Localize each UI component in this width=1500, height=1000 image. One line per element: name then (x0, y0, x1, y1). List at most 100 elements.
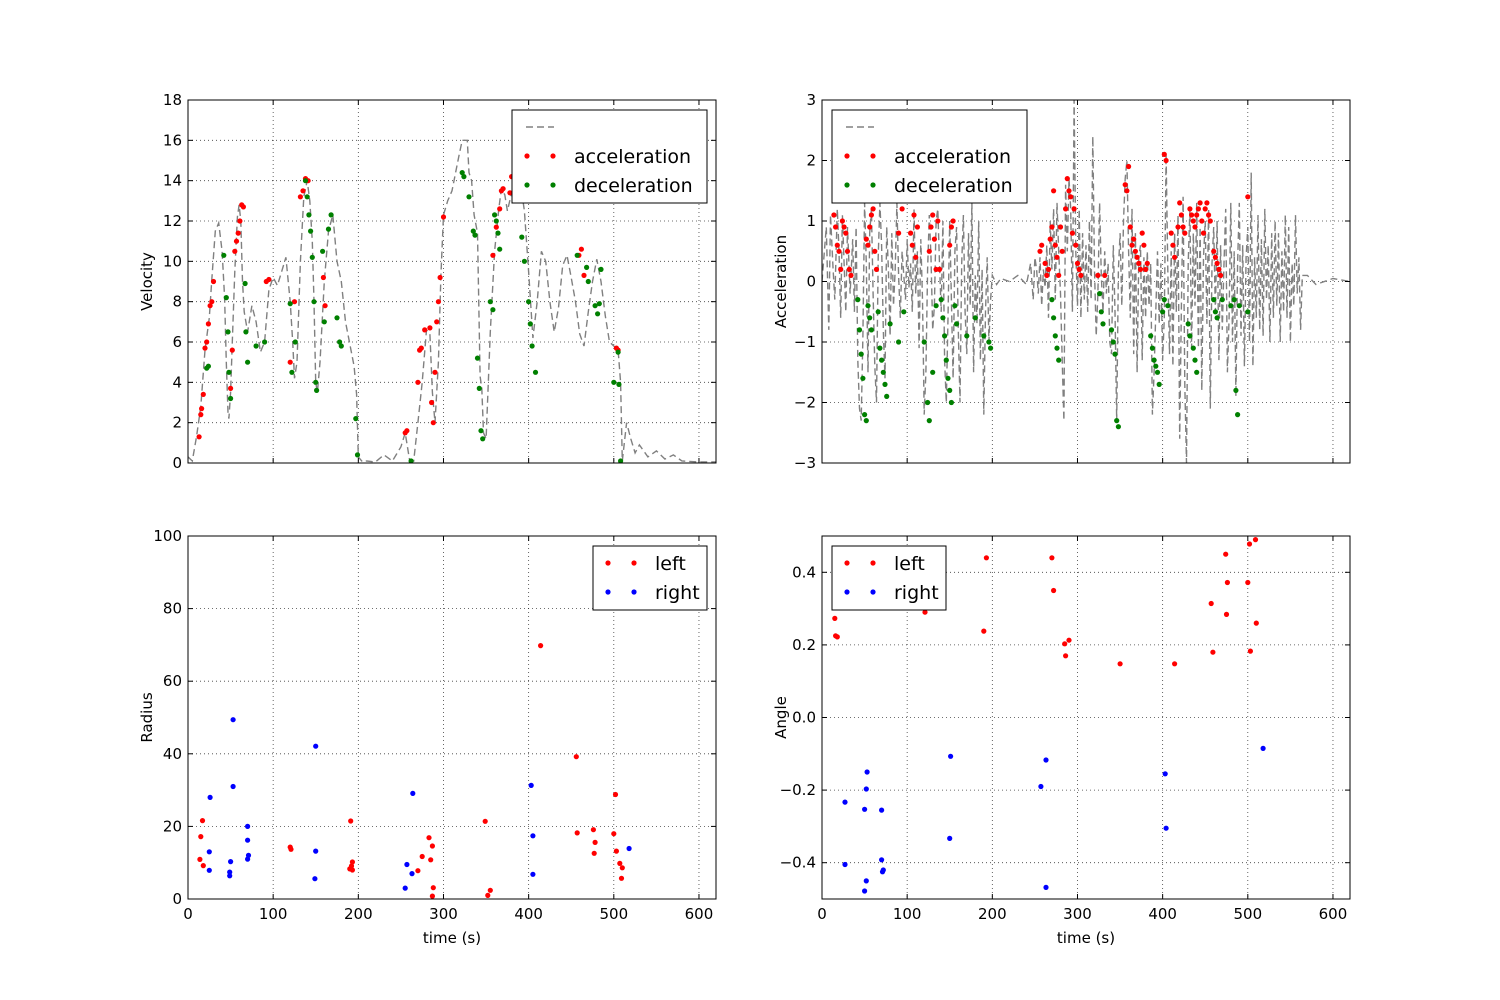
right-point (1163, 825, 1169, 831)
acceleration-point (429, 399, 435, 406)
left-point (834, 634, 840, 640)
acceleration-point (422, 327, 428, 333)
right-point (864, 769, 870, 775)
deceleration-point (875, 309, 881, 315)
acceleration-point (1139, 230, 1145, 236)
acceleration-point (948, 224, 955, 230)
deceleration-point (408, 458, 414, 463)
acceleration-point (432, 369, 438, 375)
deceleration-point (1108, 327, 1115, 333)
legend-dot-swatch (631, 589, 637, 595)
legend-dot-swatch (524, 153, 530, 159)
deceleration-point (532, 369, 539, 375)
x-axis-label: time (s) (1057, 929, 1115, 947)
left-point (983, 555, 990, 561)
acceleration-point (1175, 224, 1181, 230)
legend-dot-swatch (605, 560, 611, 566)
deceleration-point (595, 311, 601, 317)
deceleration-point (243, 329, 249, 335)
deceleration-point (954, 321, 960, 327)
left-point (619, 865, 625, 871)
y-tick-label: −1 (794, 333, 816, 351)
deceleration-point (1190, 345, 1196, 351)
legend-dot-swatch (550, 182, 556, 188)
acceleration-point (235, 230, 241, 236)
legend: left right (592, 545, 708, 611)
acceleration-point (1127, 224, 1133, 230)
deceleration-point (245, 359, 251, 365)
left-point (1223, 611, 1230, 618)
acceleration-point (1211, 248, 1217, 254)
deceleration-point (337, 339, 343, 345)
acceleration-point (947, 242, 953, 248)
right-point (862, 888, 868, 894)
y-axis-label: Angle (772, 696, 790, 739)
acceleration-point (1069, 230, 1075, 236)
right-point (1043, 884, 1049, 891)
acceleration-point (1212, 254, 1218, 260)
right-point (530, 871, 536, 877)
deceleration-point (1052, 333, 1058, 339)
deceleration-point (1110, 339, 1116, 345)
deceleration-point (1098, 309, 1104, 315)
acceleration-point (908, 230, 914, 236)
series-left (832, 537, 1259, 667)
deceleration-point (1056, 357, 1062, 363)
left-point (485, 892, 491, 899)
deceleration-point (242, 280, 248, 287)
deceleration-point (867, 315, 873, 321)
acceleration-point (493, 224, 499, 230)
acceleration-point (1131, 236, 1137, 242)
right-point (863, 878, 869, 884)
deceleration-point (228, 395, 234, 402)
deceleration-point (354, 452, 361, 458)
right-point (879, 857, 885, 863)
deceleration-point (325, 226, 332, 232)
y-tick-label: −0.4 (780, 854, 816, 872)
legend-label: right (655, 582, 700, 604)
left-point (1253, 620, 1259, 626)
deceleration-point (309, 254, 315, 260)
deceleration-point (596, 301, 602, 307)
deceleration-point (1156, 381, 1162, 387)
deceleration-point (972, 315, 978, 321)
x-tick-label: 200 (344, 905, 373, 923)
acceleration-point (1066, 188, 1072, 194)
legend-box (511, 109, 708, 204)
deceleration-point (611, 379, 617, 385)
right-point (528, 782, 534, 789)
deceleration-point (526, 299, 532, 305)
y-tick-label: 0.2 (792, 636, 816, 654)
right-point (402, 885, 408, 891)
deceleration-point (1233, 387, 1239, 393)
legend-dot-swatch (870, 153, 876, 159)
right-point (227, 869, 233, 875)
legend: acceleration deceleration (831, 109, 1028, 204)
legend-box (831, 109, 1028, 204)
legend: acceleration deceleration (511, 109, 708, 204)
deceleration-point (887, 321, 893, 327)
left-point (1063, 653, 1069, 659)
acceleration-point (848, 272, 854, 278)
acceleration-point (1161, 151, 1167, 157)
acceleration-point (1204, 200, 1210, 206)
deceleration-point (459, 170, 465, 176)
deceleration-point (320, 248, 326, 254)
right-point (230, 783, 236, 790)
deceleration-point (879, 357, 885, 363)
acceleration-point (896, 230, 902, 236)
acceleration-point (497, 206, 503, 212)
deceleration-point (855, 297, 861, 303)
deceleration-point (598, 266, 604, 272)
acceleration-point (202, 345, 208, 351)
acceleration-point (1168, 230, 1174, 236)
deceleration-point (942, 333, 948, 339)
right-point (312, 876, 318, 882)
acceleration-point (843, 230, 849, 236)
y-tick-label: −3 (794, 454, 816, 472)
acceleration-point (1052, 242, 1058, 248)
deceleration-point (306, 212, 312, 218)
acceleration-point (232, 248, 238, 254)
y-tick-label: 0.4 (792, 563, 816, 581)
